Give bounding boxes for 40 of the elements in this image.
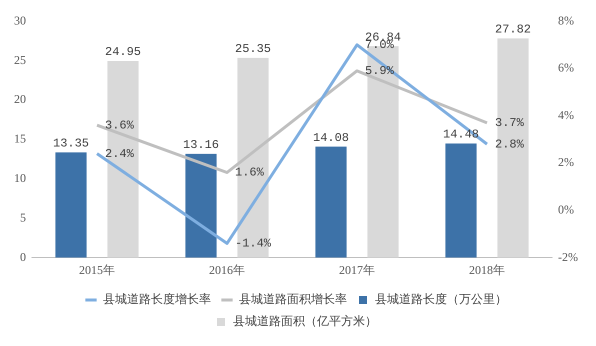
y-tick-label: 30 (14, 13, 26, 28)
y2-tick-label: 6% (558, 60, 574, 75)
bar (55, 152, 87, 258)
data-label: 14.08 (312, 130, 350, 145)
x-tick-label: 2015年 (79, 262, 115, 277)
data-label: 2.8% (495, 137, 525, 152)
bar (445, 144, 477, 258)
data-label: 3.7% (495, 116, 525, 130)
x-tick-label: 2017年 (339, 262, 376, 277)
y-tick-label: 0 (20, 250, 26, 264)
data-label: 13.16 (182, 138, 220, 152)
legend-label: 县城道路长度增长率 (103, 292, 211, 306)
data-label: 1.6% (235, 166, 265, 180)
y2-tick-label: -2% (558, 250, 578, 264)
data-label: 27.82 (495, 22, 532, 37)
data-label: -1.4% (235, 236, 272, 251)
y2-tick-label: 0% (558, 202, 574, 216)
data-label: 24.95 (104, 45, 142, 60)
legend-label: 县城道路长度（万公里） (375, 292, 507, 306)
y-tick-label: 25 (14, 52, 26, 67)
x-tick-label: 2018年 (469, 262, 506, 277)
legend-label: 县城道路面积（亿平方米） (233, 314, 377, 328)
bar (497, 38, 529, 258)
x-tick-label: 2016年 (209, 262, 246, 277)
data-label: 2.4% (105, 146, 135, 161)
y-tick-label: 5 (20, 210, 26, 224)
y-tick-label: 15 (14, 132, 26, 146)
bar (237, 58, 269, 258)
data-label: 25.35 (234, 42, 272, 56)
y-tick-label: 10 (14, 170, 26, 185)
data-label: 3.6% (105, 118, 135, 132)
y2-tick-label: 8% (558, 13, 574, 28)
bar (107, 60, 139, 258)
bar (185, 154, 217, 258)
y2-tick-label: 4% (558, 108, 574, 122)
data-label: 13.35 (52, 136, 90, 151)
legend-label: 县城道路面积增长率 (239, 292, 347, 306)
bar (315, 146, 347, 258)
y-tick-label: 20 (14, 92, 26, 106)
y2-tick-label: 2% (558, 155, 574, 170)
